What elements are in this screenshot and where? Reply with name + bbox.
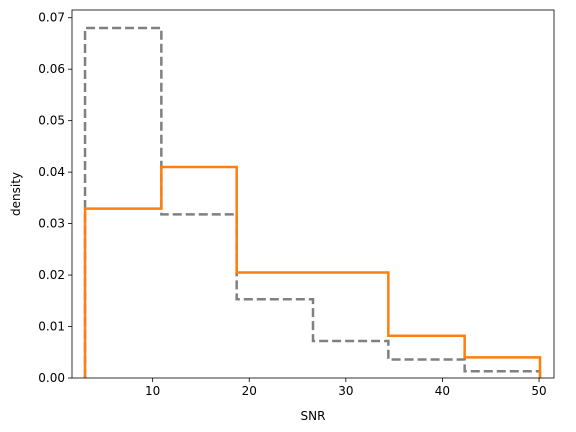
y-tick-label: 0.00 [38,371,65,385]
y-tick-label: 0.06 [38,62,65,76]
x-tick-label: 10 [145,384,160,398]
x-tick-label: 20 [242,384,257,398]
x-tick-label: 50 [531,384,546,398]
plot-frame [71,9,555,379]
series-layer [83,26,542,378]
y-tick-label: 0.04 [38,165,65,179]
y-axis: 0.00 0.01 0.02 0.03 0.04 0.05 0.06 0.07 [38,11,72,385]
x-tick-label: 30 [338,384,353,398]
y-tick-label: 0.02 [38,268,65,282]
histogram-series-1-dashed [83,26,542,378]
y-axis-label: density [9,172,23,216]
y-tick-label: 0.07 [38,11,65,25]
y-tick-label: 0.03 [38,217,65,231]
x-tick-label: 40 [435,384,450,398]
y-tick-label: 0.01 [38,320,65,334]
x-axis-label: SNR [301,409,326,423]
x-axis: 10 20 30 40 50 [145,378,547,398]
histogram-series-2-solid [83,165,542,378]
y-tick-label: 0.05 [38,114,65,128]
